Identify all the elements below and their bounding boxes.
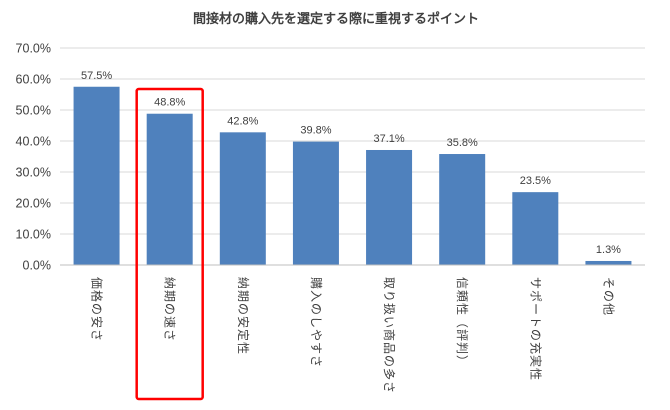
category-label-char: ー	[528, 303, 542, 315]
bars	[73, 86, 632, 265]
category-label-char: さ	[309, 355, 323, 367]
bar	[366, 149, 413, 265]
category-label-char: さ	[90, 329, 104, 341]
category-label-char: 定	[236, 329, 251, 341]
category-label-char: ）	[455, 355, 469, 367]
category-label-char: 頼	[455, 290, 469, 302]
y-axis-ticks: 0.0% 10.0% 20.0% 30.0% 40.0% 50.0% 60.0% 70.0%	[16, 42, 51, 273]
data-label: 57.5%	[81, 70, 112, 82]
category-label-char: ポ	[528, 290, 542, 302]
category-label-char: の	[163, 303, 177, 315]
y-tick-label: 10.0%	[16, 228, 51, 242]
category-label-char: 価	[90, 277, 104, 289]
category-label-char: り	[382, 290, 396, 302]
data-label: 37.1%	[373, 133, 404, 145]
category-label-char: そ	[601, 277, 615, 289]
category-label-char: 判	[455, 342, 469, 354]
bar	[73, 86, 120, 265]
category-label-char: 実	[528, 355, 543, 367]
category-label-char: 納	[236, 277, 250, 289]
category-label-char: す	[309, 342, 323, 354]
category-label: 信頼性（評判）	[455, 277, 470, 367]
category-label-char: 取	[382, 277, 396, 289]
bar	[439, 154, 486, 265]
data-label: 48.8%	[154, 97, 185, 109]
category-label-char: 期	[236, 290, 250, 302]
category-label-char: 他	[601, 303, 615, 315]
category-label-char: 性	[236, 342, 250, 354]
data-label: 35.8%	[447, 137, 478, 149]
y-tick-label: 20.0%	[16, 197, 51, 211]
category-label-char: （	[455, 316, 469, 328]
y-tick-label: 70.0%	[16, 42, 51, 56]
data-label: 23.5%	[520, 175, 551, 187]
bar	[292, 141, 339, 265]
category-label-char: 購	[309, 277, 323, 289]
category-label-char: さ	[382, 381, 396, 393]
category-label-char: 信	[455, 277, 469, 289]
category-label-char: の	[90, 303, 104, 315]
category-label: その他	[601, 277, 615, 315]
data-label: 39.8%	[300, 125, 331, 137]
category-label-char: 速	[163, 316, 177, 328]
y-tick-label: 0.0%	[23, 259, 52, 273]
category-label-char: ト	[528, 316, 542, 328]
category-label-char: さ	[163, 329, 177, 341]
category-label-char: 納	[163, 277, 177, 289]
category-label-char: 安	[90, 316, 105, 328]
category-labels: 価格の安さ納期の速さ納期の安定性購入のしやすさ取り扱い商品の多さ信頼性（評判）サ…	[90, 277, 616, 393]
bar	[585, 260, 632, 265]
chart-title: 間接材の購入先を選定する際に重視するポイント	[193, 11, 479, 27]
category-label-char: 多	[382, 368, 396, 380]
bar	[146, 113, 193, 265]
category-label-char: の	[528, 329, 542, 341]
category-label-char: 格	[90, 290, 105, 302]
category-label-char: し	[309, 316, 323, 328]
category-label-char: 安	[236, 316, 251, 328]
highlight-box	[135, 87, 204, 401]
category-label-char: の	[601, 290, 615, 302]
data-label: 1.3%	[596, 244, 621, 256]
bar	[219, 132, 266, 265]
category-label-char: 品	[382, 342, 396, 354]
category-label-char: 扱	[382, 303, 396, 315]
category-label-char: の	[236, 303, 250, 315]
category-label-char: の	[309, 303, 323, 315]
category-label-char: 充	[528, 342, 543, 354]
category-label-char: い	[382, 316, 396, 328]
y-tick-label: 40.0%	[16, 135, 51, 149]
category-label-char: 性	[455, 303, 469, 315]
category-label-char: 商	[382, 329, 397, 341]
category-label-char: サ	[528, 277, 542, 289]
category-label-char: 評	[455, 329, 470, 341]
category-label-char: 期	[163, 290, 177, 302]
y-tick-label: 50.0%	[16, 104, 51, 118]
category-label-char: の	[382, 355, 396, 367]
data-label: 42.8%	[227, 115, 258, 127]
category-label-char: や	[309, 329, 323, 341]
y-tick-label: 30.0%	[16, 166, 51, 180]
category-label-char: 入	[309, 290, 323, 302]
y-tick-label: 60.0%	[16, 73, 51, 87]
category-label-char: 性	[528, 368, 542, 380]
bar	[512, 192, 559, 265]
data-labels: 57.5% 48.8% 42.8% 39.8% 37.1% 35.8% 23.5% 1.3%	[81, 70, 621, 256]
